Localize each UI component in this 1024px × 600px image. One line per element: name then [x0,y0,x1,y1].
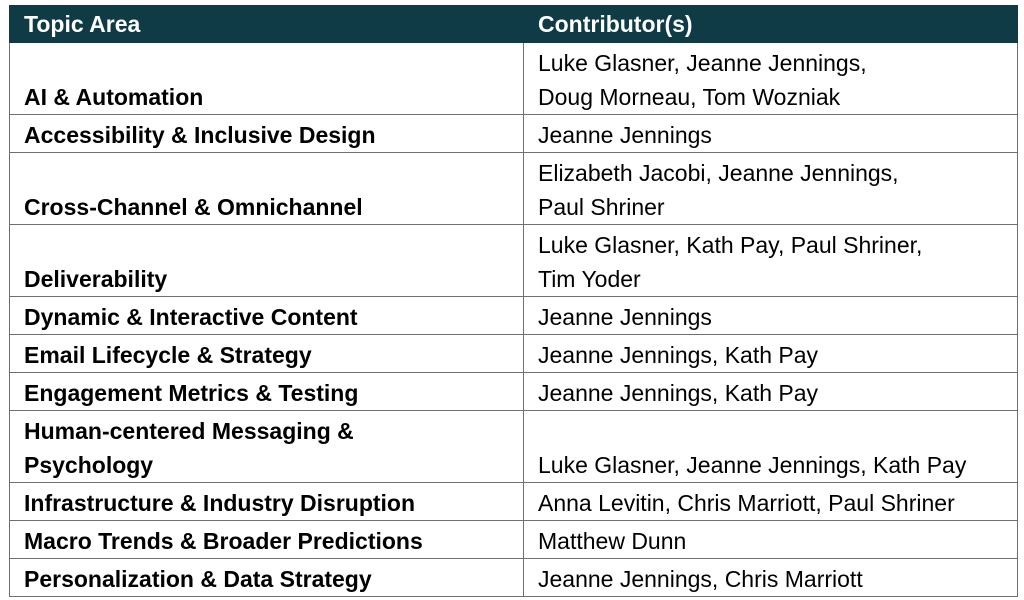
contributors-text: Jeanne Jennings, Kath Pay [538,380,819,406]
contributors-text: Matthew Dunn [538,528,687,554]
contributors-text: Doug Morneau, Tom Wozniak [538,84,841,110]
topic-area-cell: AI & Automation [9,42,524,115]
contributors-text: Jeanne Jennings [538,304,712,330]
table-row: Human-centered Messaging & Psychology Luke… [9,410,1018,483]
contributors-text: Luke Glasner, Jeanne Jennings, Kath Pay [538,452,967,478]
contributors-cell: Luke Glasner, Jeanne Jennings, Kath Pay [523,410,1018,483]
topic-area-cell: Cross-Channel & Omnichannel [9,152,524,225]
contributors-text: Anna Levitin, Chris Marriott, Paul Shrin… [538,490,955,516]
topic-area-text: Macro Trends & Broader Predictions [24,528,423,554]
contributors-cell: Jeanne Jennings [523,114,1018,153]
contributors-cell: Luke Glasner, Kath Pay, Paul Shriner, Tim… [523,224,1018,297]
table-row: Accessibility & Inclusive Design Jeanne J… [9,114,1018,153]
table-row: AI & Automation Luke Glasner, Jeanne Jenn… [9,42,1018,115]
table-body: AI & Automation Luke Glasner, Jeanne Jenn… [9,42,1018,597]
topic-area-cell: Macro Trends & Broader Predictions [9,520,524,559]
topic-area-cell: Email Lifecycle & Strategy [9,334,524,373]
table-row: Email Lifecycle & Strategy Jeanne Jenning… [9,334,1018,373]
contributors-cell: Anna Levitin, Chris Marriott, Paul Shrin… [523,482,1018,521]
topic-area-text: Infrastructure & Industry Disruption [24,490,416,516]
table-row: Deliverability Luke Glasner, Kath Pay, Pa… [9,224,1018,297]
contributors-text: Luke Glasner, Kath Pay, Paul Shriner, [538,232,923,258]
topic-area-text: Engagement Metrics & Testing [24,380,359,406]
header-topic-area: Topic Area [9,5,524,43]
contributors-cell: Jeanne Jennings [523,296,1018,335]
topic-area-text: Deliverability [24,266,168,292]
topic-contributor-table: Topic Area Contributor(s) AI & Automatio… [9,5,1018,597]
topic-area-cell: Personalization & Data Strategy [9,558,524,597]
topic-area-text: Email Lifecycle & Strategy [24,342,312,368]
contributors-text: Paul Shriner [538,194,665,220]
contributors-cell: Jeanne Jennings, Kath Pay [523,372,1018,411]
contributors-text: Elizabeth Jacobi, Jeanne Jennings, [538,160,899,186]
table-row: Macro Trends & Broader Predictions Matthe… [9,520,1018,559]
contributors-text: Jeanne Jennings [538,122,712,148]
topic-area-text: Dynamic & Interactive Content [24,304,358,330]
table-row: Dynamic & Interactive Content Jeanne Jenn… [9,296,1018,335]
contributors-text: Jeanne Jennings, Kath Pay [538,342,819,368]
contributors-cell: Luke Glasner, Jeanne Jennings, Doug Morne… [523,42,1018,115]
contributors-cell: Elizabeth Jacobi, Jeanne Jennings, Paul S… [523,152,1018,225]
topic-area-cell: Engagement Metrics & Testing [9,372,524,411]
topic-area-cell: Infrastructure & Industry Disruption [9,482,524,521]
table-row: Infrastructure & Industry Disruption Anna… [9,482,1018,521]
contributors-text: Luke Glasner, Jeanne Jennings, [538,50,867,76]
topic-area-cell: Accessibility & Inclusive Design [9,114,524,153]
table-row: Cross-Channel & Omnichannel Elizabeth Jac… [9,152,1018,225]
contributors-cell: Matthew Dunn [523,520,1018,559]
topic-area-text: Personalization & Data Strategy [24,566,372,592]
contributors-cell: Jeanne Jennings, Chris Marriott [523,558,1018,597]
table-row: Engagement Metrics & Testing Jeanne Jenni… [9,372,1018,411]
table-header-row: Topic Area Contributor(s) [9,5,1018,43]
topic-area-text: Psychology [24,452,154,478]
contributors-text: Jeanne Jennings, Chris Marriott [538,566,863,592]
topic-contributor-table-container: Topic Area Contributor(s) AI & Automatio… [9,5,1018,597]
topic-area-text: AI & Automation [24,84,204,110]
topic-area-cell: Deliverability [9,224,524,297]
topic-area-cell: Human-centered Messaging & Psychology [9,410,524,483]
table-row: Personalization & Data Strategy Jeanne Je… [9,558,1018,597]
header-contributors: Contributor(s) [523,5,1018,43]
contributors-cell: Jeanne Jennings, Kath Pay [523,334,1018,373]
topic-area-text: Cross-Channel & Omnichannel [24,194,363,220]
contributors-text: Tim Yoder [538,266,641,292]
topic-area-text: Accessibility & Inclusive Design [24,122,376,148]
topic-area-text: Human-centered Messaging & [24,418,354,444]
topic-area-cell: Dynamic & Interactive Content [9,296,524,335]
